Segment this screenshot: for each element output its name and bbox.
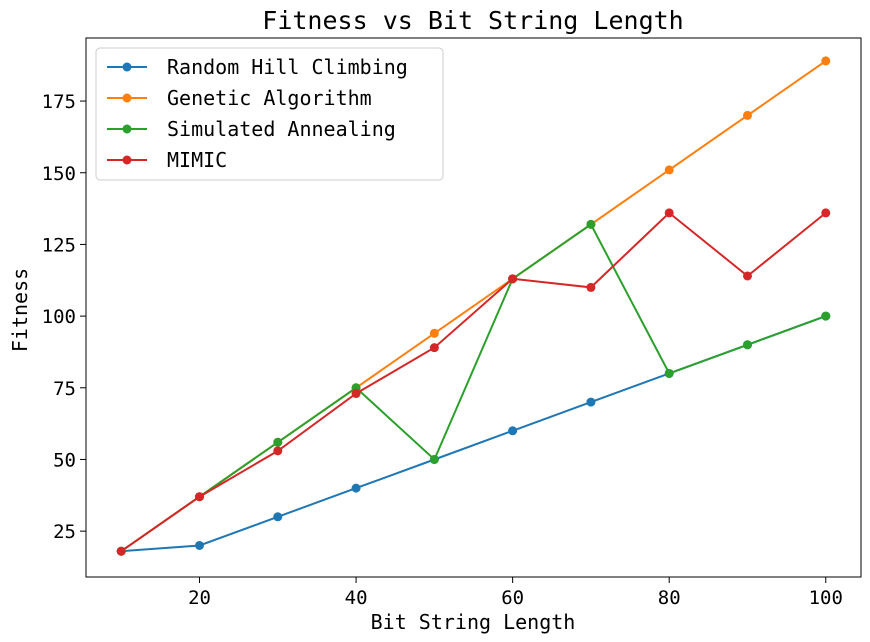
y-tick-label: 25 xyxy=(53,521,76,543)
chart-title: Fitness vs Bit String Length xyxy=(262,6,683,35)
legend-marker xyxy=(122,155,132,165)
legend-label: Genetic Algorithm xyxy=(167,86,372,110)
y-tick-label: 175 xyxy=(42,91,76,113)
legend-marker xyxy=(122,62,132,72)
data-point xyxy=(508,426,518,436)
x-tick-label: 80 xyxy=(658,587,681,609)
plot-area: 20 40 60 80 100 25 50 75 100 125 150 175 xyxy=(42,37,862,609)
data-point xyxy=(742,340,752,350)
legend-label: Random Hill Climbing xyxy=(167,55,408,79)
y-axis-label: Fitness xyxy=(8,268,32,352)
legend: Random Hill Climbing Genetic Algorithm Sim… xyxy=(95,47,444,181)
legend-label: MIMIC xyxy=(167,148,227,172)
data-point xyxy=(742,110,752,120)
data-point xyxy=(508,274,518,284)
data-point xyxy=(429,343,439,353)
data-point xyxy=(429,454,439,464)
x-tick-label: 60 xyxy=(501,587,524,609)
data-point xyxy=(273,446,283,456)
data-point xyxy=(821,208,831,218)
data-point xyxy=(116,546,126,556)
data-point xyxy=(821,56,831,66)
legend-marker xyxy=(122,124,132,134)
data-point xyxy=(429,328,439,338)
data-point xyxy=(664,368,674,378)
data-point xyxy=(195,540,205,550)
data-point xyxy=(351,389,361,399)
y-tick-label: 50 xyxy=(53,449,76,471)
data-point xyxy=(195,492,205,502)
legend-box xyxy=(95,47,444,181)
data-point xyxy=(664,165,674,175)
x-tick-label: 20 xyxy=(188,587,211,609)
y-tick-label: 150 xyxy=(42,163,76,185)
data-point xyxy=(586,282,596,292)
data-point xyxy=(821,311,831,321)
data-point xyxy=(586,219,596,229)
series-line-3 xyxy=(120,222,827,553)
x-axis-label: Bit String Length xyxy=(371,610,576,634)
series-line-4 xyxy=(120,211,827,553)
series-line-1 xyxy=(121,315,827,553)
data-point xyxy=(273,512,283,522)
plot-frame xyxy=(85,37,862,578)
x-tick-label: 100 xyxy=(809,587,843,609)
legend-marker xyxy=(122,93,132,103)
x-tick-label: 40 xyxy=(345,587,368,609)
y-tick-label: 75 xyxy=(53,378,76,400)
data-point xyxy=(586,397,596,407)
data-point xyxy=(351,483,361,493)
legend-label: Simulated Annealing xyxy=(167,117,396,141)
data-point xyxy=(664,208,674,218)
data-point xyxy=(273,437,283,447)
data-point xyxy=(742,271,752,281)
y-tick-label: 100 xyxy=(42,306,76,328)
y-tick-label: 125 xyxy=(42,234,76,256)
